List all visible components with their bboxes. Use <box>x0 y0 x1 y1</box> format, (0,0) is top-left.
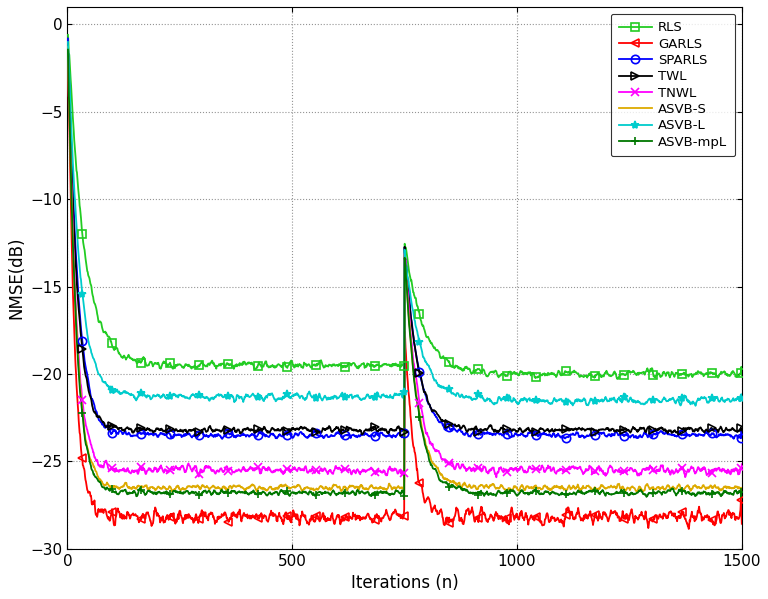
Legend: RLS, GARLS, SPARLS, TWL, TNWL, ASVB-S, ASVB-L, ASVB-mpL: RLS, GARLS, SPARLS, TWL, TNWL, ASVB-S, A… <box>611 14 735 156</box>
X-axis label: Iterations (n): Iterations (n) <box>351 574 458 592</box>
Y-axis label: NMSE(dB): NMSE(dB) <box>7 237 25 319</box>
